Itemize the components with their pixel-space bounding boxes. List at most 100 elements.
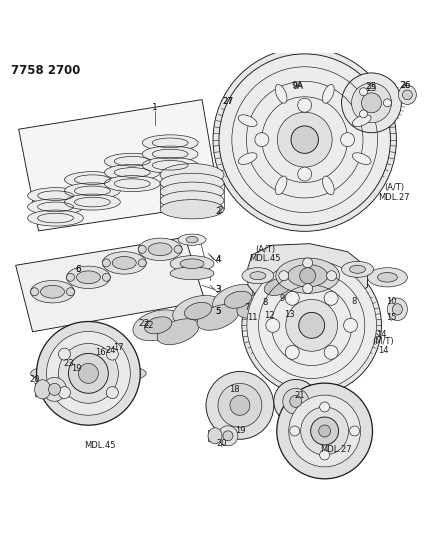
- Circle shape: [290, 395, 302, 407]
- Text: 8: 8: [352, 297, 357, 306]
- Text: 21: 21: [294, 391, 305, 400]
- Ellipse shape: [238, 115, 257, 126]
- Text: 18: 18: [229, 385, 239, 394]
- Ellipse shape: [276, 258, 339, 293]
- Text: 9A: 9A: [292, 80, 303, 90]
- Ellipse shape: [102, 252, 146, 274]
- Ellipse shape: [208, 428, 222, 444]
- Ellipse shape: [77, 271, 101, 284]
- Ellipse shape: [224, 291, 252, 308]
- Ellipse shape: [65, 183, 120, 199]
- Circle shape: [289, 395, 360, 467]
- Ellipse shape: [160, 200, 224, 219]
- Circle shape: [351, 83, 392, 123]
- Ellipse shape: [28, 199, 83, 215]
- Ellipse shape: [160, 182, 224, 201]
- Ellipse shape: [142, 135, 198, 151]
- Text: 6: 6: [76, 265, 81, 274]
- Polygon shape: [248, 244, 368, 306]
- Circle shape: [342, 73, 401, 133]
- Text: 2: 2: [217, 206, 223, 215]
- Ellipse shape: [398, 85, 416, 104]
- Text: 10: 10: [386, 297, 397, 306]
- Text: MDL.45: MDL.45: [249, 254, 281, 263]
- Circle shape: [107, 348, 119, 360]
- Circle shape: [283, 389, 309, 414]
- Circle shape: [42, 377, 66, 401]
- Text: 14: 14: [378, 346, 389, 356]
- Circle shape: [311, 417, 339, 445]
- Circle shape: [219, 54, 390, 225]
- Circle shape: [350, 426, 360, 436]
- Text: 23: 23: [63, 359, 74, 368]
- Circle shape: [59, 343, 118, 403]
- Ellipse shape: [322, 176, 334, 195]
- Ellipse shape: [387, 298, 407, 320]
- Circle shape: [360, 110, 368, 118]
- Text: 11: 11: [247, 313, 257, 322]
- Ellipse shape: [160, 191, 224, 210]
- Ellipse shape: [392, 304, 402, 315]
- Ellipse shape: [30, 280, 74, 303]
- Circle shape: [279, 271, 289, 281]
- Text: 8: 8: [262, 298, 268, 308]
- Circle shape: [274, 379, 318, 423]
- Text: MDL.27: MDL.27: [320, 445, 351, 454]
- Circle shape: [59, 348, 71, 360]
- Text: 12: 12: [265, 311, 275, 320]
- Polygon shape: [19, 100, 220, 231]
- Circle shape: [285, 345, 299, 359]
- Ellipse shape: [160, 173, 224, 192]
- Circle shape: [218, 426, 238, 446]
- Ellipse shape: [275, 176, 287, 195]
- Circle shape: [286, 300, 338, 351]
- Circle shape: [298, 98, 312, 112]
- Text: 16: 16: [95, 348, 106, 357]
- Ellipse shape: [238, 153, 257, 165]
- Circle shape: [66, 288, 74, 296]
- Circle shape: [362, 93, 381, 113]
- Text: 27: 27: [222, 96, 234, 106]
- Text: 5: 5: [215, 307, 221, 316]
- Circle shape: [247, 261, 377, 390]
- Text: 1: 1: [152, 103, 158, 112]
- Text: 4: 4: [215, 255, 220, 264]
- Circle shape: [299, 312, 325, 338]
- Ellipse shape: [160, 164, 224, 186]
- Text: MDL.45: MDL.45: [85, 441, 116, 450]
- Ellipse shape: [41, 285, 65, 298]
- Circle shape: [138, 245, 146, 253]
- Circle shape: [36, 321, 140, 425]
- Ellipse shape: [184, 302, 212, 319]
- Text: 27: 27: [223, 96, 233, 106]
- Text: 14: 14: [376, 330, 387, 340]
- Ellipse shape: [145, 317, 172, 334]
- Ellipse shape: [277, 280, 319, 306]
- Text: 22: 22: [139, 319, 150, 328]
- Circle shape: [277, 383, 372, 479]
- Text: 20: 20: [217, 439, 227, 448]
- Ellipse shape: [186, 237, 198, 243]
- Circle shape: [102, 259, 110, 267]
- Ellipse shape: [352, 115, 371, 126]
- Circle shape: [107, 386, 119, 399]
- Text: 2: 2: [215, 207, 220, 216]
- Ellipse shape: [180, 259, 204, 269]
- Text: 22: 22: [143, 321, 154, 330]
- Circle shape: [360, 88, 368, 96]
- Ellipse shape: [264, 278, 291, 295]
- Ellipse shape: [322, 84, 334, 103]
- Ellipse shape: [104, 154, 160, 169]
- Circle shape: [68, 353, 108, 393]
- Circle shape: [47, 332, 130, 415]
- Ellipse shape: [170, 256, 214, 272]
- Circle shape: [301, 407, 348, 455]
- Ellipse shape: [157, 319, 199, 345]
- Ellipse shape: [138, 238, 182, 261]
- Text: 19: 19: [71, 364, 82, 373]
- Circle shape: [290, 426, 300, 436]
- Text: 7: 7: [244, 303, 250, 312]
- Circle shape: [230, 395, 250, 415]
- Text: 20: 20: [30, 375, 40, 384]
- Text: 26: 26: [400, 80, 411, 90]
